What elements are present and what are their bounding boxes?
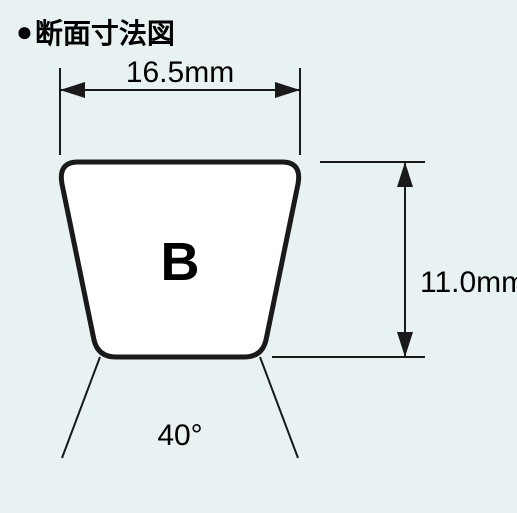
arrowhead-down [397,332,413,357]
arrowhead-left [60,82,85,98]
angle-line-left [62,357,100,458]
cross-section-diagram: 16.5mm 11.0mm B 40° [0,50,517,508]
angle-line-right [260,357,298,458]
diagram-title: ● 断面寸法図 [16,12,175,52]
title-text: 断面寸法図 [35,12,175,52]
arrowhead-up [397,162,413,187]
angle-label: 40° [157,419,202,452]
bullet-icon: ● [16,16,33,48]
width-label: 16.5mm [126,56,234,89]
arrowhead-right [275,82,300,98]
height-label: 11.0mm [420,266,517,299]
belt-label: B [161,232,200,292]
